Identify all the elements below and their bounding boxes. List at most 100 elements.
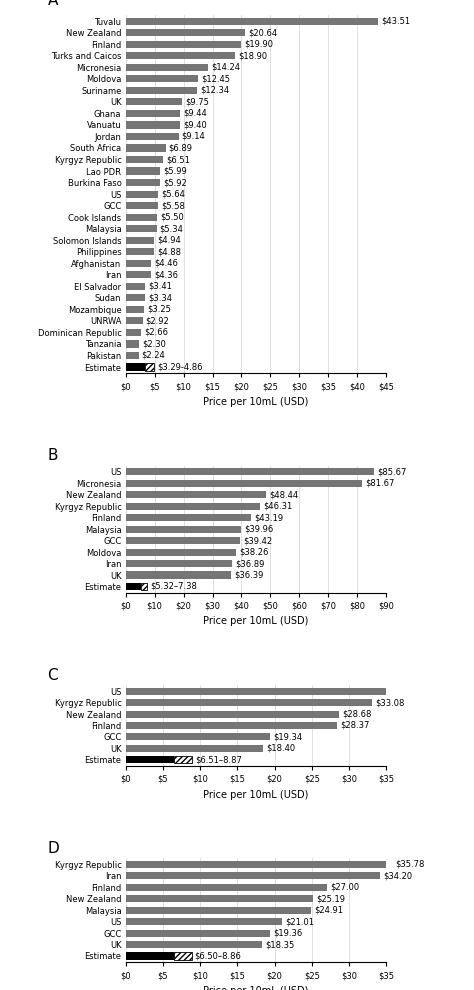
Text: $19.36: $19.36: [273, 929, 302, 938]
Text: $36.39: $36.39: [234, 570, 264, 579]
Text: $12.34: $12.34: [200, 86, 229, 95]
Bar: [126, 872, 380, 879]
Text: $18.35: $18.35: [265, 940, 295, 949]
Text: $24.91: $24.91: [314, 906, 343, 915]
Text: $21.01: $21.01: [285, 917, 314, 927]
Text: $35.78: $35.78: [395, 860, 425, 869]
Text: $14.24: $14.24: [211, 62, 240, 72]
X-axis label: Price per 10mL (USD): Price per 10mL (USD): [203, 617, 309, 627]
Bar: [126, 259, 152, 267]
Text: $39.96: $39.96: [245, 525, 274, 534]
Text: $48.44: $48.44: [269, 490, 298, 499]
Bar: [126, 75, 198, 82]
Bar: [126, 711, 339, 718]
Bar: [126, 734, 270, 741]
Text: C: C: [47, 668, 58, 683]
Bar: [126, 503, 260, 510]
Text: $3.34: $3.34: [148, 293, 172, 302]
X-axis label: Price per 10mL (USD): Price per 10mL (USD): [203, 397, 309, 407]
Bar: [145, 363, 154, 370]
Text: $36.89: $36.89: [236, 559, 265, 568]
Text: $5.32–7.38: $5.32–7.38: [150, 582, 197, 591]
X-axis label: Price per 10mL (USD): Price per 10mL (USD): [203, 790, 309, 800]
Text: $5.64: $5.64: [162, 190, 185, 199]
Bar: [126, 526, 241, 533]
Bar: [126, 156, 164, 163]
Bar: [126, 744, 263, 751]
Bar: [126, 145, 165, 151]
Text: $6.51: $6.51: [166, 155, 191, 164]
Text: $34.20: $34.20: [383, 871, 412, 880]
Text: $18.40: $18.40: [266, 743, 295, 752]
Bar: [126, 41, 241, 48]
Text: $2.30: $2.30: [142, 340, 166, 348]
Text: $85.67: $85.67: [377, 467, 406, 476]
Text: $3.25: $3.25: [147, 305, 172, 314]
Bar: [126, 98, 182, 106]
Bar: [126, 756, 174, 763]
Bar: [126, 688, 474, 695]
Bar: [126, 351, 138, 359]
Bar: [126, 202, 158, 209]
Bar: [126, 122, 180, 129]
Text: $27.00: $27.00: [330, 883, 359, 892]
Text: $25.19: $25.19: [316, 894, 346, 903]
Text: $9.75: $9.75: [185, 97, 209, 106]
Bar: [126, 952, 174, 959]
Bar: [126, 699, 372, 706]
Bar: [126, 363, 145, 370]
Text: $19.34: $19.34: [273, 733, 302, 742]
Bar: [126, 514, 251, 522]
Text: $5.34: $5.34: [160, 224, 183, 234]
Text: $4.94: $4.94: [157, 236, 181, 245]
Bar: [126, 918, 282, 926]
Bar: [141, 583, 147, 590]
Bar: [126, 133, 179, 140]
Bar: [126, 341, 139, 347]
Bar: [126, 52, 235, 59]
Text: $2.24: $2.24: [142, 351, 165, 360]
Text: $5.50: $5.50: [161, 213, 184, 222]
Text: $4.36: $4.36: [154, 270, 178, 279]
Text: $5.92: $5.92: [163, 178, 187, 187]
Bar: [126, 87, 197, 94]
Bar: [126, 930, 270, 937]
Bar: [126, 722, 337, 729]
Bar: [174, 756, 191, 763]
Bar: [126, 110, 180, 117]
X-axis label: Price per 10mL (USD): Price per 10mL (USD): [203, 986, 309, 990]
Bar: [126, 468, 374, 475]
Text: $38.26: $38.26: [239, 547, 269, 556]
Text: $20.64: $20.64: [248, 29, 277, 38]
Text: $5.99: $5.99: [164, 166, 187, 175]
Text: $2.92: $2.92: [146, 317, 169, 326]
Bar: [126, 491, 266, 498]
Bar: [126, 907, 311, 914]
Text: $43.19: $43.19: [254, 513, 283, 523]
Bar: [126, 329, 141, 336]
Bar: [126, 538, 240, 544]
Bar: [126, 884, 327, 891]
Bar: [174, 952, 191, 959]
Bar: [126, 18, 378, 25]
Bar: [126, 294, 145, 301]
Text: $3.29-4.86: $3.29-4.86: [157, 362, 202, 371]
Text: $28.68: $28.68: [342, 710, 372, 719]
Bar: [126, 318, 143, 325]
Text: $9.14: $9.14: [182, 132, 205, 141]
Text: $3.41: $3.41: [148, 282, 173, 291]
Bar: [126, 167, 160, 174]
Text: $6.51–8.87: $6.51–8.87: [195, 755, 242, 764]
Bar: [126, 214, 157, 221]
Bar: [126, 63, 208, 71]
Text: $5.58: $5.58: [161, 201, 185, 210]
Bar: [126, 548, 237, 555]
Text: B: B: [47, 448, 58, 463]
Text: $39.42: $39.42: [243, 537, 272, 545]
Bar: [126, 225, 156, 233]
Text: $6.50–8.86: $6.50–8.86: [195, 951, 242, 960]
Text: $4.46: $4.46: [155, 258, 178, 267]
Text: $46.31: $46.31: [263, 502, 292, 511]
Bar: [126, 306, 145, 313]
Text: $2.66: $2.66: [144, 328, 168, 337]
